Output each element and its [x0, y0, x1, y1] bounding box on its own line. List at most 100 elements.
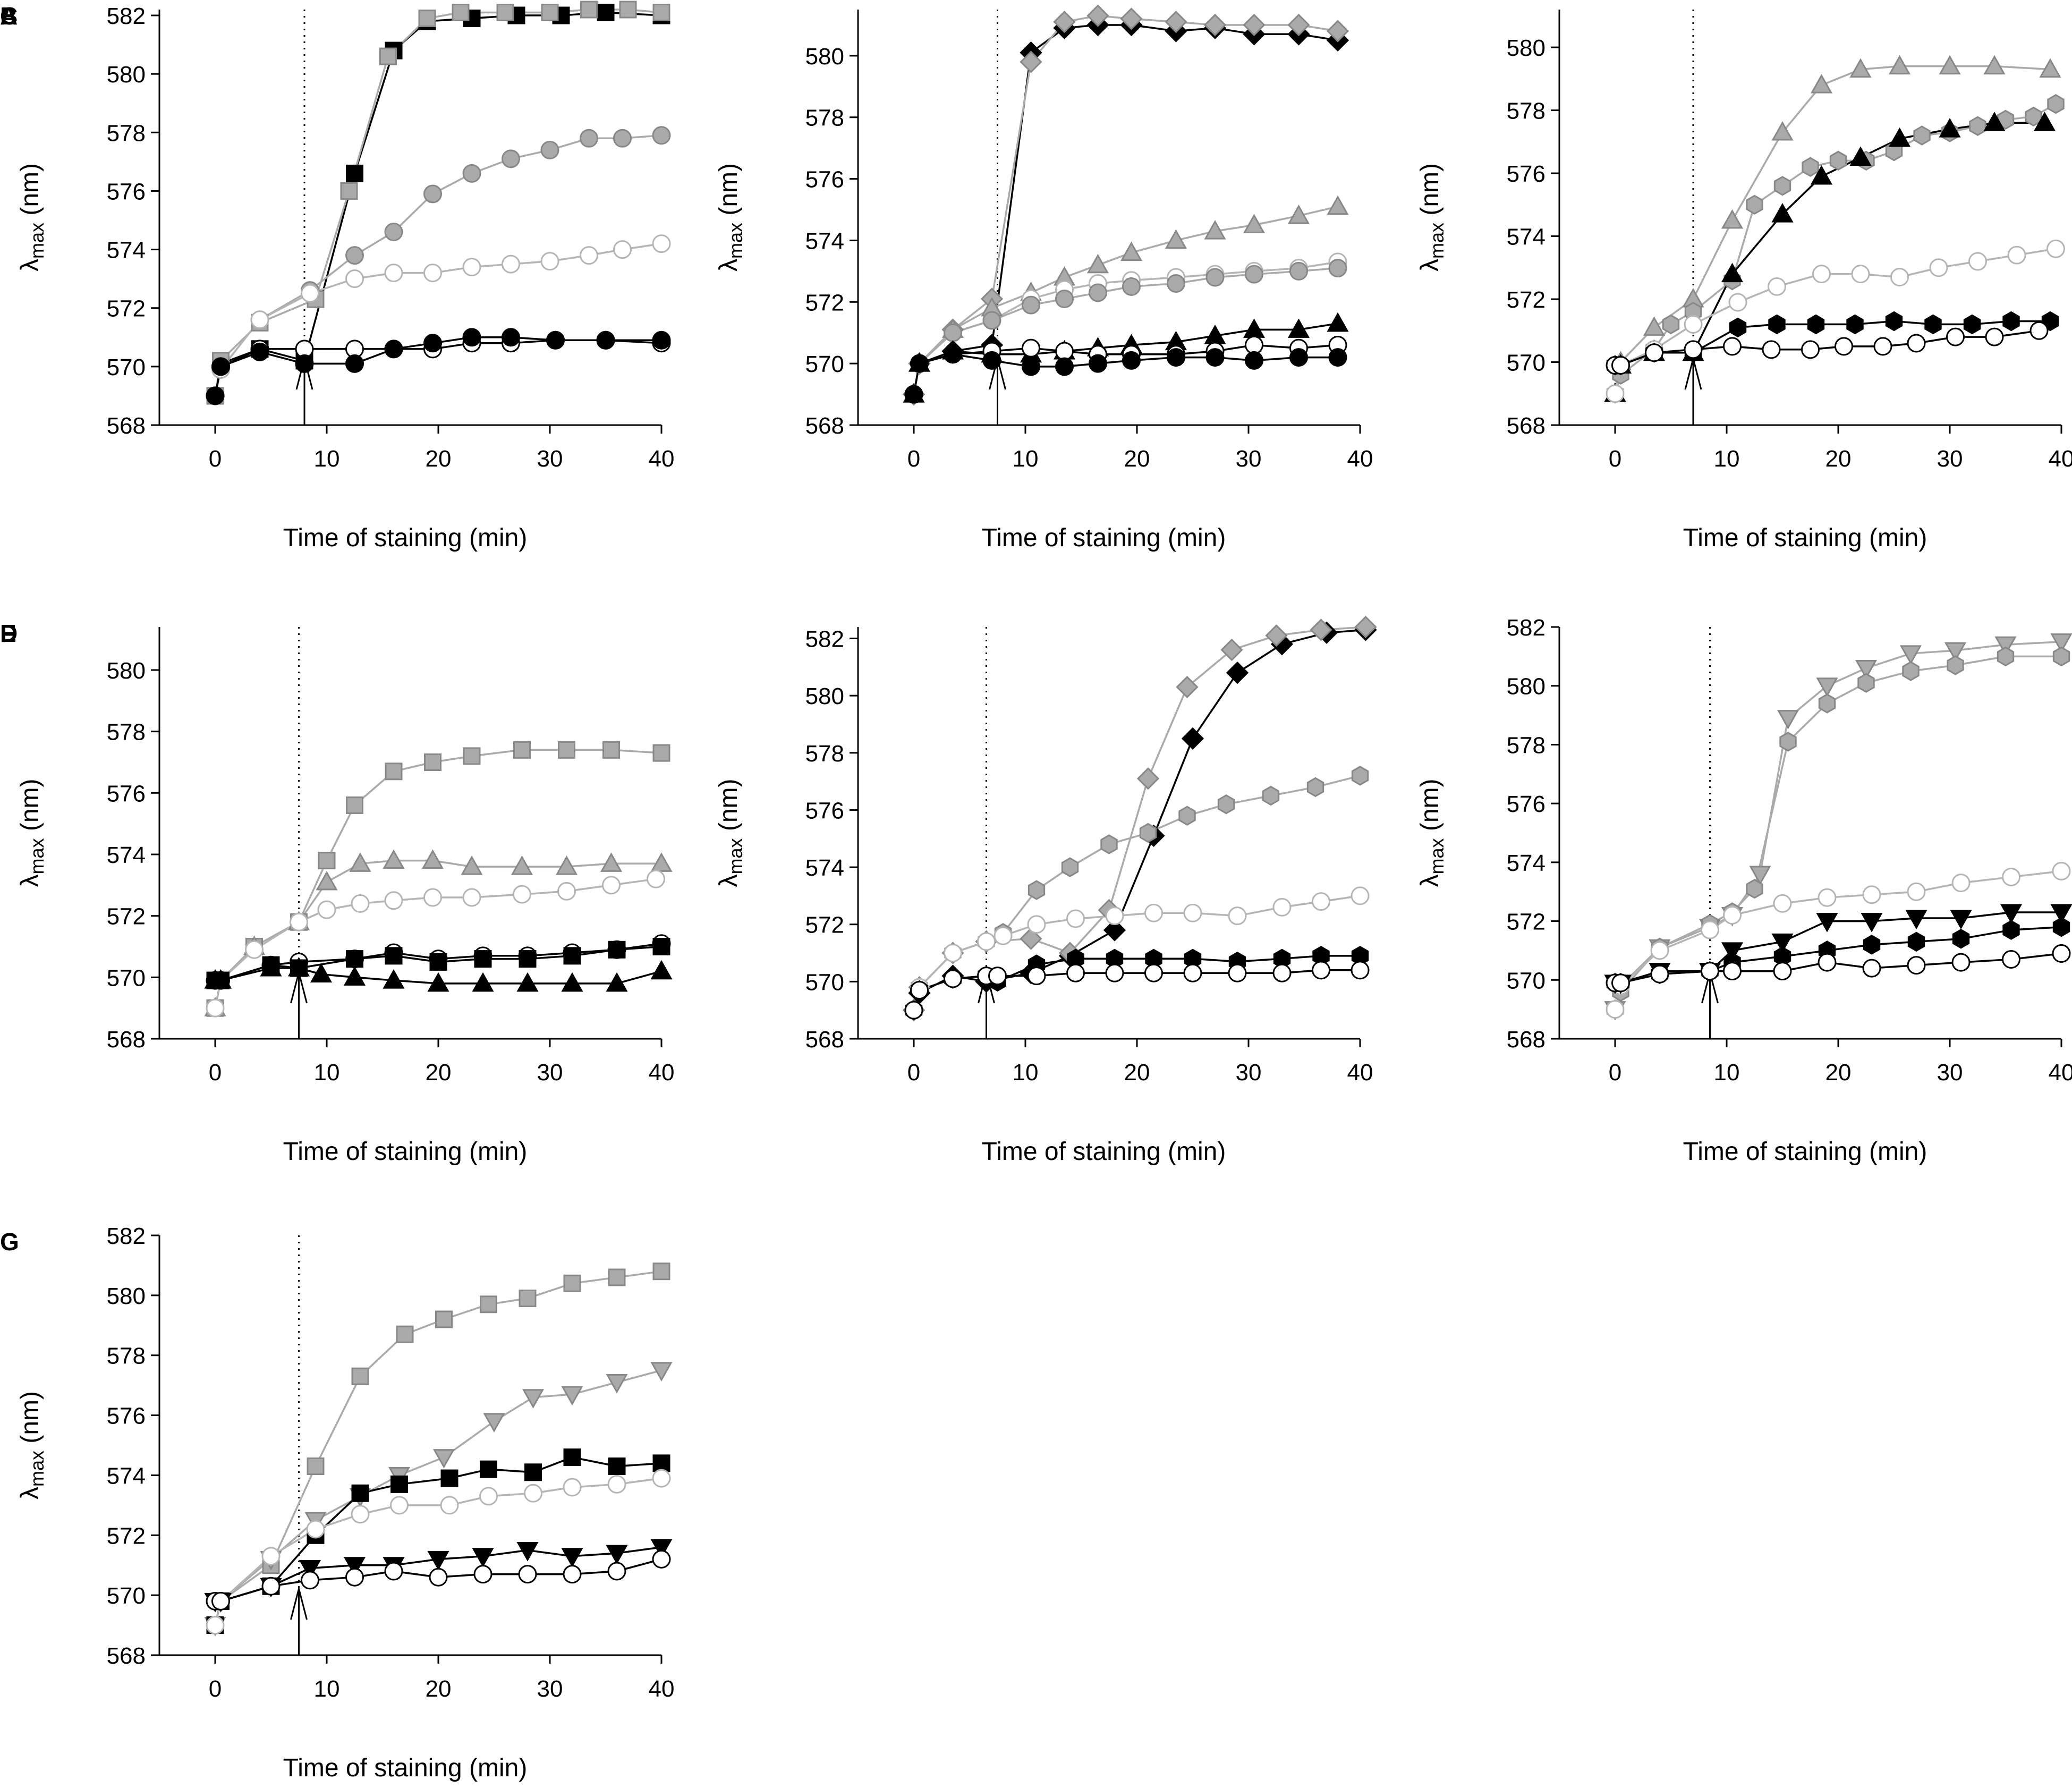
data-point	[2000, 904, 2023, 924]
data-point	[502, 255, 520, 274]
y-tick-label: 570	[107, 1583, 146, 1609]
data-point	[317, 900, 336, 919]
data-point	[1310, 618, 1332, 641]
data-point	[211, 1591, 230, 1611]
series-line-diamond-black	[913, 24, 1338, 395]
data-point	[424, 753, 441, 771]
x-tick-label: 0	[1609, 446, 1621, 472]
data-point	[1165, 11, 1187, 33]
data-point	[261, 1577, 281, 1596]
data-point	[1849, 146, 1872, 166]
data-point	[461, 855, 483, 875]
data-point	[1885, 311, 1903, 332]
x-tick-label: 0	[209, 1060, 222, 1086]
data-point	[602, 741, 620, 759]
data-point	[1983, 55, 2006, 75]
data-point	[423, 264, 442, 283]
data-point	[516, 972, 539, 992]
data-point	[1120, 7, 1143, 30]
data-point	[1086, 4, 1109, 27]
data-point	[1265, 624, 1288, 647]
data-point	[524, 1463, 542, 1481]
data-point	[1701, 920, 1719, 939]
data-point	[423, 888, 442, 907]
data-point	[1888, 55, 1911, 75]
data-point	[1771, 203, 1794, 223]
x-tick-label: 20	[1825, 1060, 1852, 1086]
y-tick-label: 580	[1507, 35, 1545, 61]
data-point	[1924, 314, 1942, 335]
data-point	[1907, 334, 1926, 353]
data-point	[307, 1457, 325, 1475]
series-line-hexagon-black	[1615, 320, 2050, 367]
series-points-hexagon-grey	[1606, 646, 2070, 1020]
data-point	[345, 246, 364, 265]
data-point	[1913, 125, 1931, 146]
data-point	[390, 1496, 409, 1515]
data-point	[511, 855, 533, 875]
series-line-diamond-grey	[913, 14, 1338, 395]
x-axis-label: Time of staining (min)	[283, 1754, 528, 1782]
y-tick-label: 570	[805, 969, 844, 995]
y-tick-label: 570	[107, 354, 146, 380]
data-point	[385, 947, 403, 965]
data-point	[299, 1560, 321, 1580]
data-point	[1812, 265, 1831, 284]
data-point	[1777, 710, 1799, 730]
data-point	[479, 1487, 498, 1506]
data-point	[209, 969, 232, 989]
data-point	[349, 852, 371, 872]
data-point	[351, 1505, 370, 1524]
data-point	[1773, 176, 1791, 196]
data-point	[608, 1457, 626, 1475]
y-tick-label: 574	[805, 228, 844, 254]
data-point	[652, 744, 670, 762]
data-point	[524, 1484, 542, 1503]
data-point	[1328, 348, 1347, 367]
data-point	[1611, 973, 1630, 993]
data-point	[1287, 205, 1310, 224]
x-tick-label: 30	[537, 446, 563, 472]
data-point	[613, 129, 632, 148]
data-point	[1122, 277, 1141, 296]
data-point	[1684, 315, 1703, 334]
y-tick-label: 568	[805, 413, 844, 439]
y-tick-label: 580	[805, 683, 844, 709]
data-point	[1178, 806, 1196, 826]
data-point	[206, 998, 225, 1018]
data-point	[245, 940, 264, 959]
data-point	[1220, 638, 1243, 662]
data-point	[2033, 112, 2056, 131]
data-point	[518, 1565, 537, 1584]
data-point	[563, 1565, 582, 1584]
data-point	[211, 357, 230, 376]
data-point	[318, 852, 336, 870]
data-point	[1027, 915, 1046, 934]
data-point	[910, 981, 929, 1000]
data-point	[555, 855, 578, 875]
data-point	[1203, 13, 1227, 37]
series-points-circle-open-black	[1606, 321, 2049, 375]
data-point	[383, 969, 405, 989]
x-tick-label: 10	[314, 446, 340, 472]
data-point	[423, 184, 442, 204]
x-tick-label: 30	[1937, 446, 1963, 472]
x-tick-label: 10	[314, 1060, 340, 1086]
data-point	[606, 1545, 628, 1565]
data-point	[306, 1520, 325, 1539]
x-tick-label: 10	[1714, 1060, 1740, 1086]
data-point	[432, 1449, 455, 1469]
data-point	[652, 1549, 671, 1569]
data-point	[351, 1367, 369, 1385]
data-point	[1327, 195, 1349, 215]
data-point	[1243, 13, 1266, 37]
data-point	[1863, 935, 1881, 955]
data-point	[1768, 314, 1786, 335]
data-point	[563, 1478, 582, 1497]
data-point	[580, 1, 598, 19]
data-point	[1312, 961, 1330, 980]
x-tick-label: 0	[209, 446, 222, 472]
data-point	[1328, 259, 1347, 278]
data-point	[384, 264, 403, 283]
